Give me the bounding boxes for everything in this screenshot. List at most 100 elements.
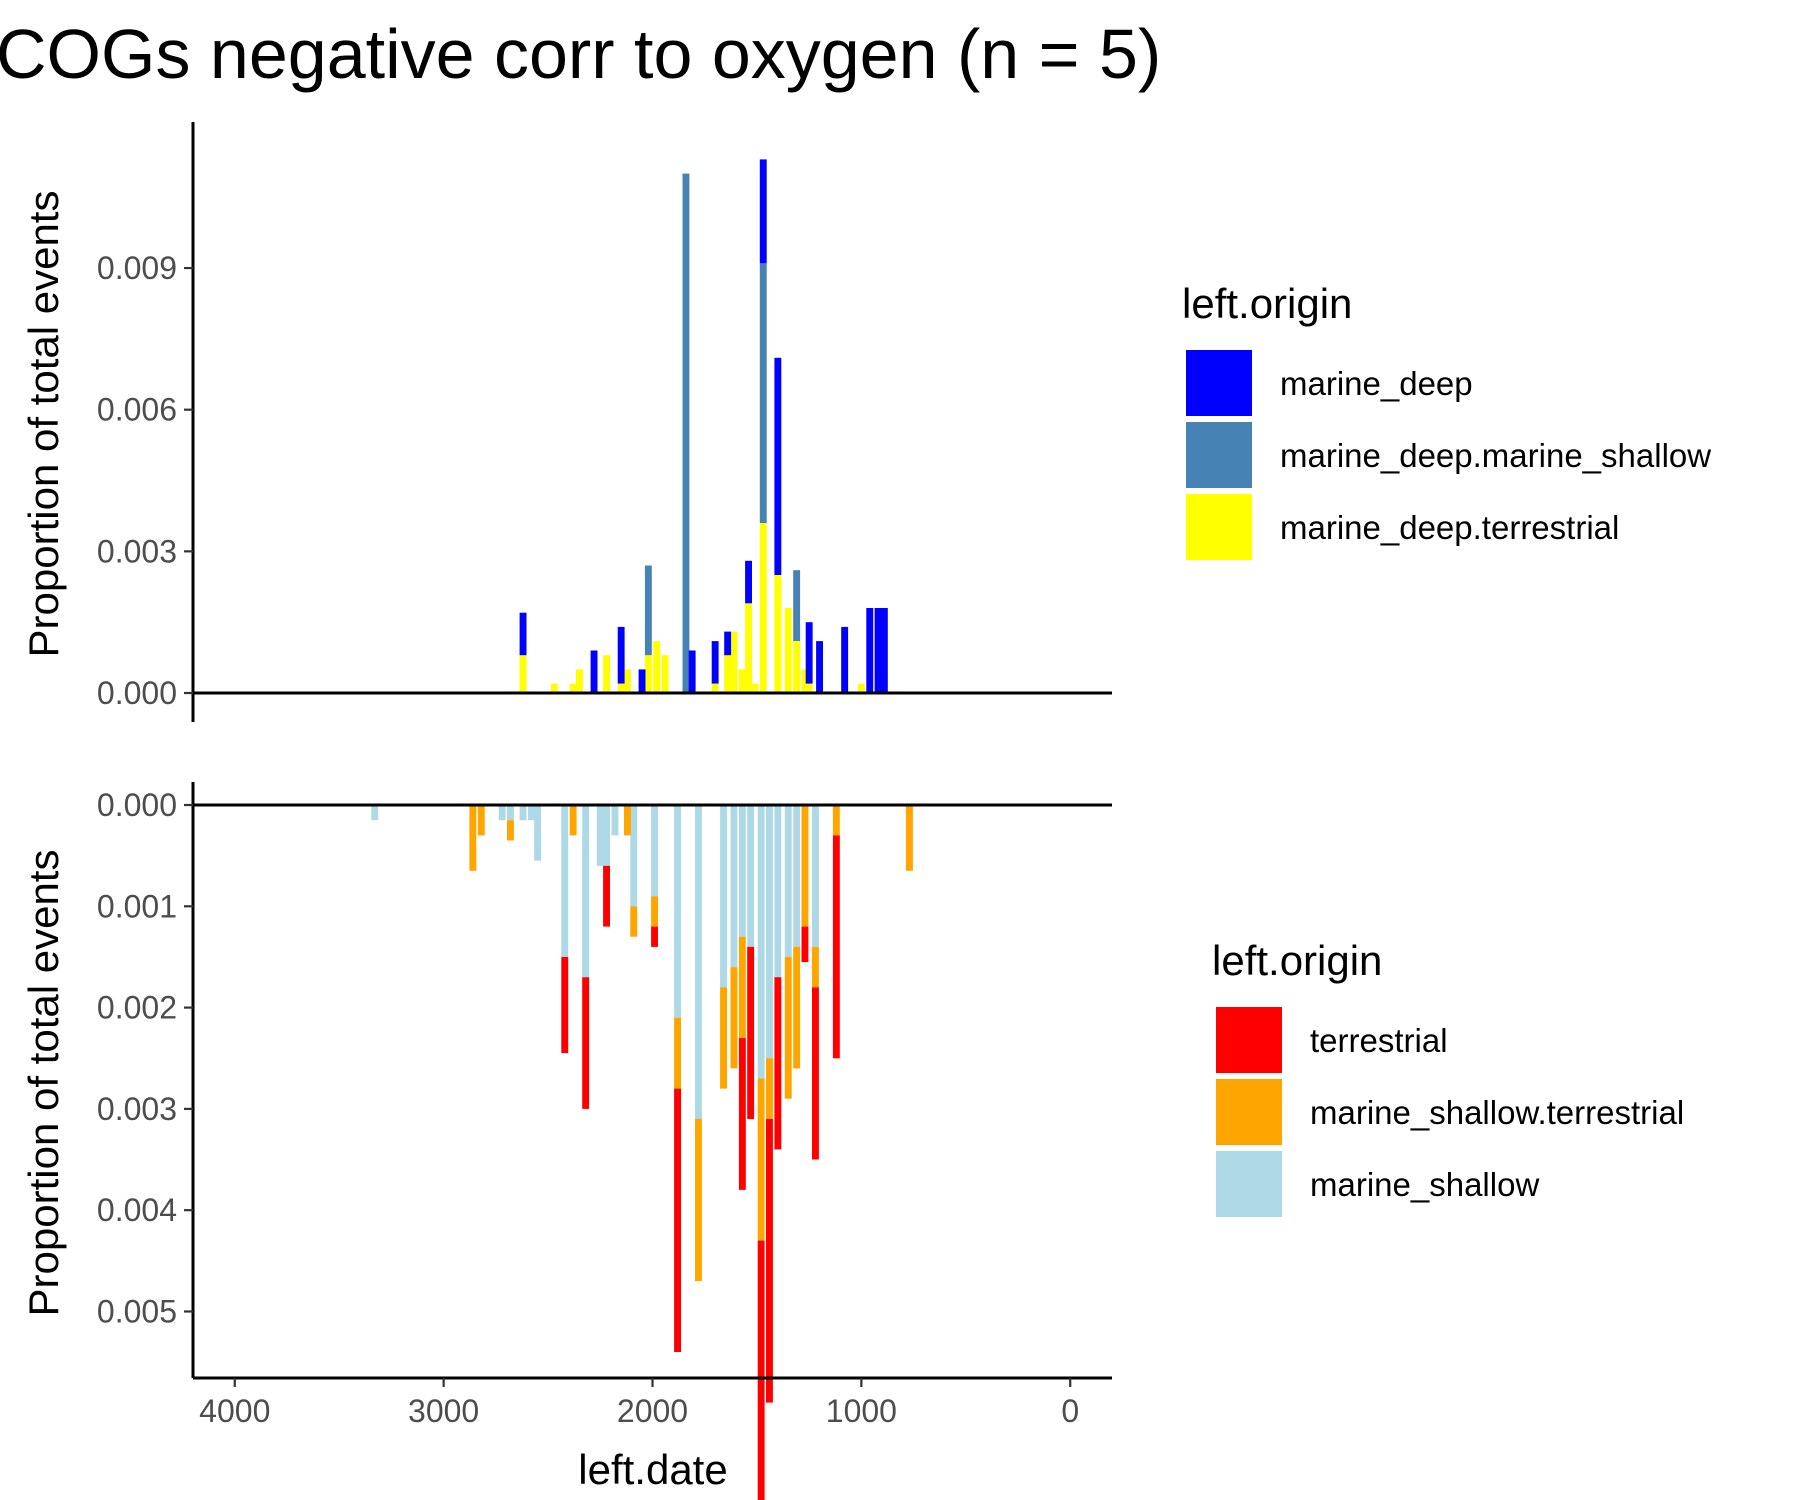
chart-title: COGs negative corr to oxygen (n = 5) [0, 15, 1161, 93]
bottom-y-tick-label: 0.005 [97, 1293, 177, 1329]
bar-bottom-marine-shallow [793, 805, 801, 947]
legend-key-marine-deep-terrestrial [1186, 494, 1252, 560]
bar-bottom-marine-shallow-terrestrial [757, 1078, 765, 1241]
bar-top-marine-deep-terrestrial [774, 575, 782, 693]
bar-bottom-marine-shallow [582, 805, 590, 978]
bar-bottom-marine-shallow-terrestrial [469, 805, 477, 871]
legend-label-marine-deep-terrestrial: marine_deep.terrestrial [1280, 509, 1619, 546]
top-y-tick-label: 0.009 [97, 250, 177, 286]
bar-bottom-marine-shallow-terrestrial [569, 805, 577, 836]
bar-top-marine-deep-terrestrial [617, 683, 625, 693]
bar-bottom-marine-shallow [695, 805, 702, 1119]
bar-top-marine-deep [816, 641, 823, 693]
bar-bottom-marine-shallow-terrestrial [695, 1119, 702, 1282]
bottom-y-tick-label: 0.001 [97, 888, 177, 924]
bar-top-marine-deep [617, 626, 625, 684]
x-tick-label: 4000 [199, 1393, 270, 1429]
bar-bottom-marine-shallow-terrestrial [784, 956, 792, 1099]
bar-bottom-terrestrial [747, 946, 755, 1119]
bottom-y-axis-title: Proportion of total events [20, 850, 67, 1317]
bar-top-marine-deep-marine-shallow [793, 570, 801, 641]
bar-bottom-marine-shallow [561, 805, 569, 957]
x-tick-label: 3000 [408, 1393, 479, 1429]
bar-bottom-marine-shallow [596, 805, 604, 866]
bar-top-marine-deep-terrestrial [624, 669, 631, 693]
bar-top-marine-deep-terrestrial [724, 655, 732, 693]
bar-bottom-terrestrial [651, 926, 658, 947]
bar-top-marine-deep [638, 669, 646, 693]
bar-bottom-terrestrial [774, 977, 782, 1150]
bar-top-marine-deep [774, 357, 782, 575]
bar-top-marine-deep-terrestrial [801, 669, 809, 693]
bottom-legend: left.origin terrestrial marine_shallow.te… [1212, 937, 1684, 1217]
bar-bottom-marine-shallow-terrestrial [812, 946, 819, 988]
bar-bottom-marine-shallow-terrestrial [477, 805, 485, 836]
bar-bottom-marine-shallow-terrestrial [624, 805, 631, 836]
bar-top-marine-deep-terrestrial [759, 523, 767, 693]
bar-bottom-terrestrial [738, 1038, 746, 1190]
bar-top-marine-deep-terrestrial [730, 631, 738, 693]
legend-key-terrestrial [1216, 1007, 1282, 1073]
top-y-tick-label: 0.003 [97, 533, 177, 569]
bar-bottom-marine-shallow [527, 805, 535, 821]
bar-bottom-marine-shallow [603, 805, 610, 866]
bar-bottom-marine-shallow-terrestrial [507, 820, 514, 841]
bar-top-marine-deep-terrestrial [519, 655, 527, 693]
bottom-y-tick-label: 0.002 [97, 990, 177, 1026]
x-tick-label: 0 [1061, 1393, 1079, 1429]
bar-top-marine-deep-terrestrial [793, 641, 801, 693]
bottom-y-tick-label: 0.000 [97, 787, 177, 823]
bar-bottom-marine-shallow [730, 805, 738, 968]
legend-label-marine-deep: marine_deep [1280, 365, 1473, 402]
legend-label-marine-shallow-terrestrial: marine_shallow.terrestrial [1310, 1094, 1684, 1131]
bar-top-marine-deep-marine-shallow [759, 263, 767, 523]
bar-bottom-marine-shallow [630, 805, 638, 907]
bar-bottom-terrestrial [603, 865, 610, 927]
bottom-y-tick-label: 0.004 [97, 1192, 177, 1228]
legend-key-marine-shallow [1216, 1151, 1282, 1217]
bar-bottom-marine-shallow [534, 805, 542, 861]
bar-bottom-marine-shallow-terrestrial [730, 967, 738, 1069]
bar-bottom-terrestrial [801, 926, 809, 963]
legend-label-marine-deep-marine-shallow: marine_deep.marine_shallow [1280, 437, 1711, 474]
bar-bottom-marine-shallow-terrestrial [801, 805, 809, 927]
bar-bottom-marine-shallow-terrestrial [720, 987, 727, 1089]
bar-bottom-marine-shallow-terrestrial [738, 936, 746, 1038]
top-y-axis-title: Proportion of total events [20, 191, 67, 658]
bar-bottom-marine-shallow-terrestrial [906, 805, 913, 871]
bar-bottom-marine-shallow-terrestrial [793, 946, 801, 1069]
bar-bottom-terrestrial [582, 977, 590, 1109]
bar-bottom-terrestrial [757, 1240, 765, 1500]
bar-top-marine-deep [688, 650, 696, 693]
legend-key-marine-deep-marine-shallow [1186, 422, 1252, 488]
bar-top-marine-deep [724, 631, 732, 656]
bar-bottom-marine-shallow [498, 805, 506, 821]
bar-top-marine-deep [805, 622, 813, 684]
bar-top-marine-deep-terrestrial [603, 655, 610, 693]
bar-top-marine-deep-terrestrial [550, 683, 558, 693]
bar-bottom-marine-shallow [757, 805, 765, 1079]
bar-bottom-marine-shallow-terrestrial [766, 1058, 773, 1119]
bar-bottom-terrestrial [561, 956, 569, 1054]
bar-bottom-terrestrial [832, 835, 840, 1059]
bar-bottom-marine-shallow [371, 805, 379, 821]
bar-bottom-marine-shallow [611, 805, 619, 836]
top-legend: left.origin marine_deep marine_deep.marin… [1182, 280, 1711, 560]
top-y-axis: 0.000 0.003 0.006 0.009 [97, 122, 195, 722]
bar-bottom-marine-shallow [507, 805, 514, 821]
bar-top-marine-deep-terrestrial [857, 683, 865, 693]
top-bars [193, 159, 1112, 695]
bar-top-marine-deep [590, 650, 598, 693]
bar-bottom-marine-shallow [674, 805, 681, 1018]
legend-label-terrestrial: terrestrial [1310, 1022, 1448, 1059]
top-y-tick-label: 0.006 [97, 392, 177, 428]
bar-bottom-marine-shallow [766, 805, 773, 1059]
bar-bottom-marine-shallow [651, 805, 658, 897]
bar-bottom-marine-shallow [774, 805, 782, 978]
bar-bottom-marine-shallow-terrestrial [674, 1017, 681, 1089]
bar-top-marine-deep-terrestrial [805, 683, 813, 693]
bar-bottom-marine-shallow [720, 805, 727, 988]
bar-top-marine-deep [759, 159, 767, 264]
bottom-y-axis: 0.000 0.001 0.002 0.003 0.004 0.005 [97, 782, 195, 1378]
